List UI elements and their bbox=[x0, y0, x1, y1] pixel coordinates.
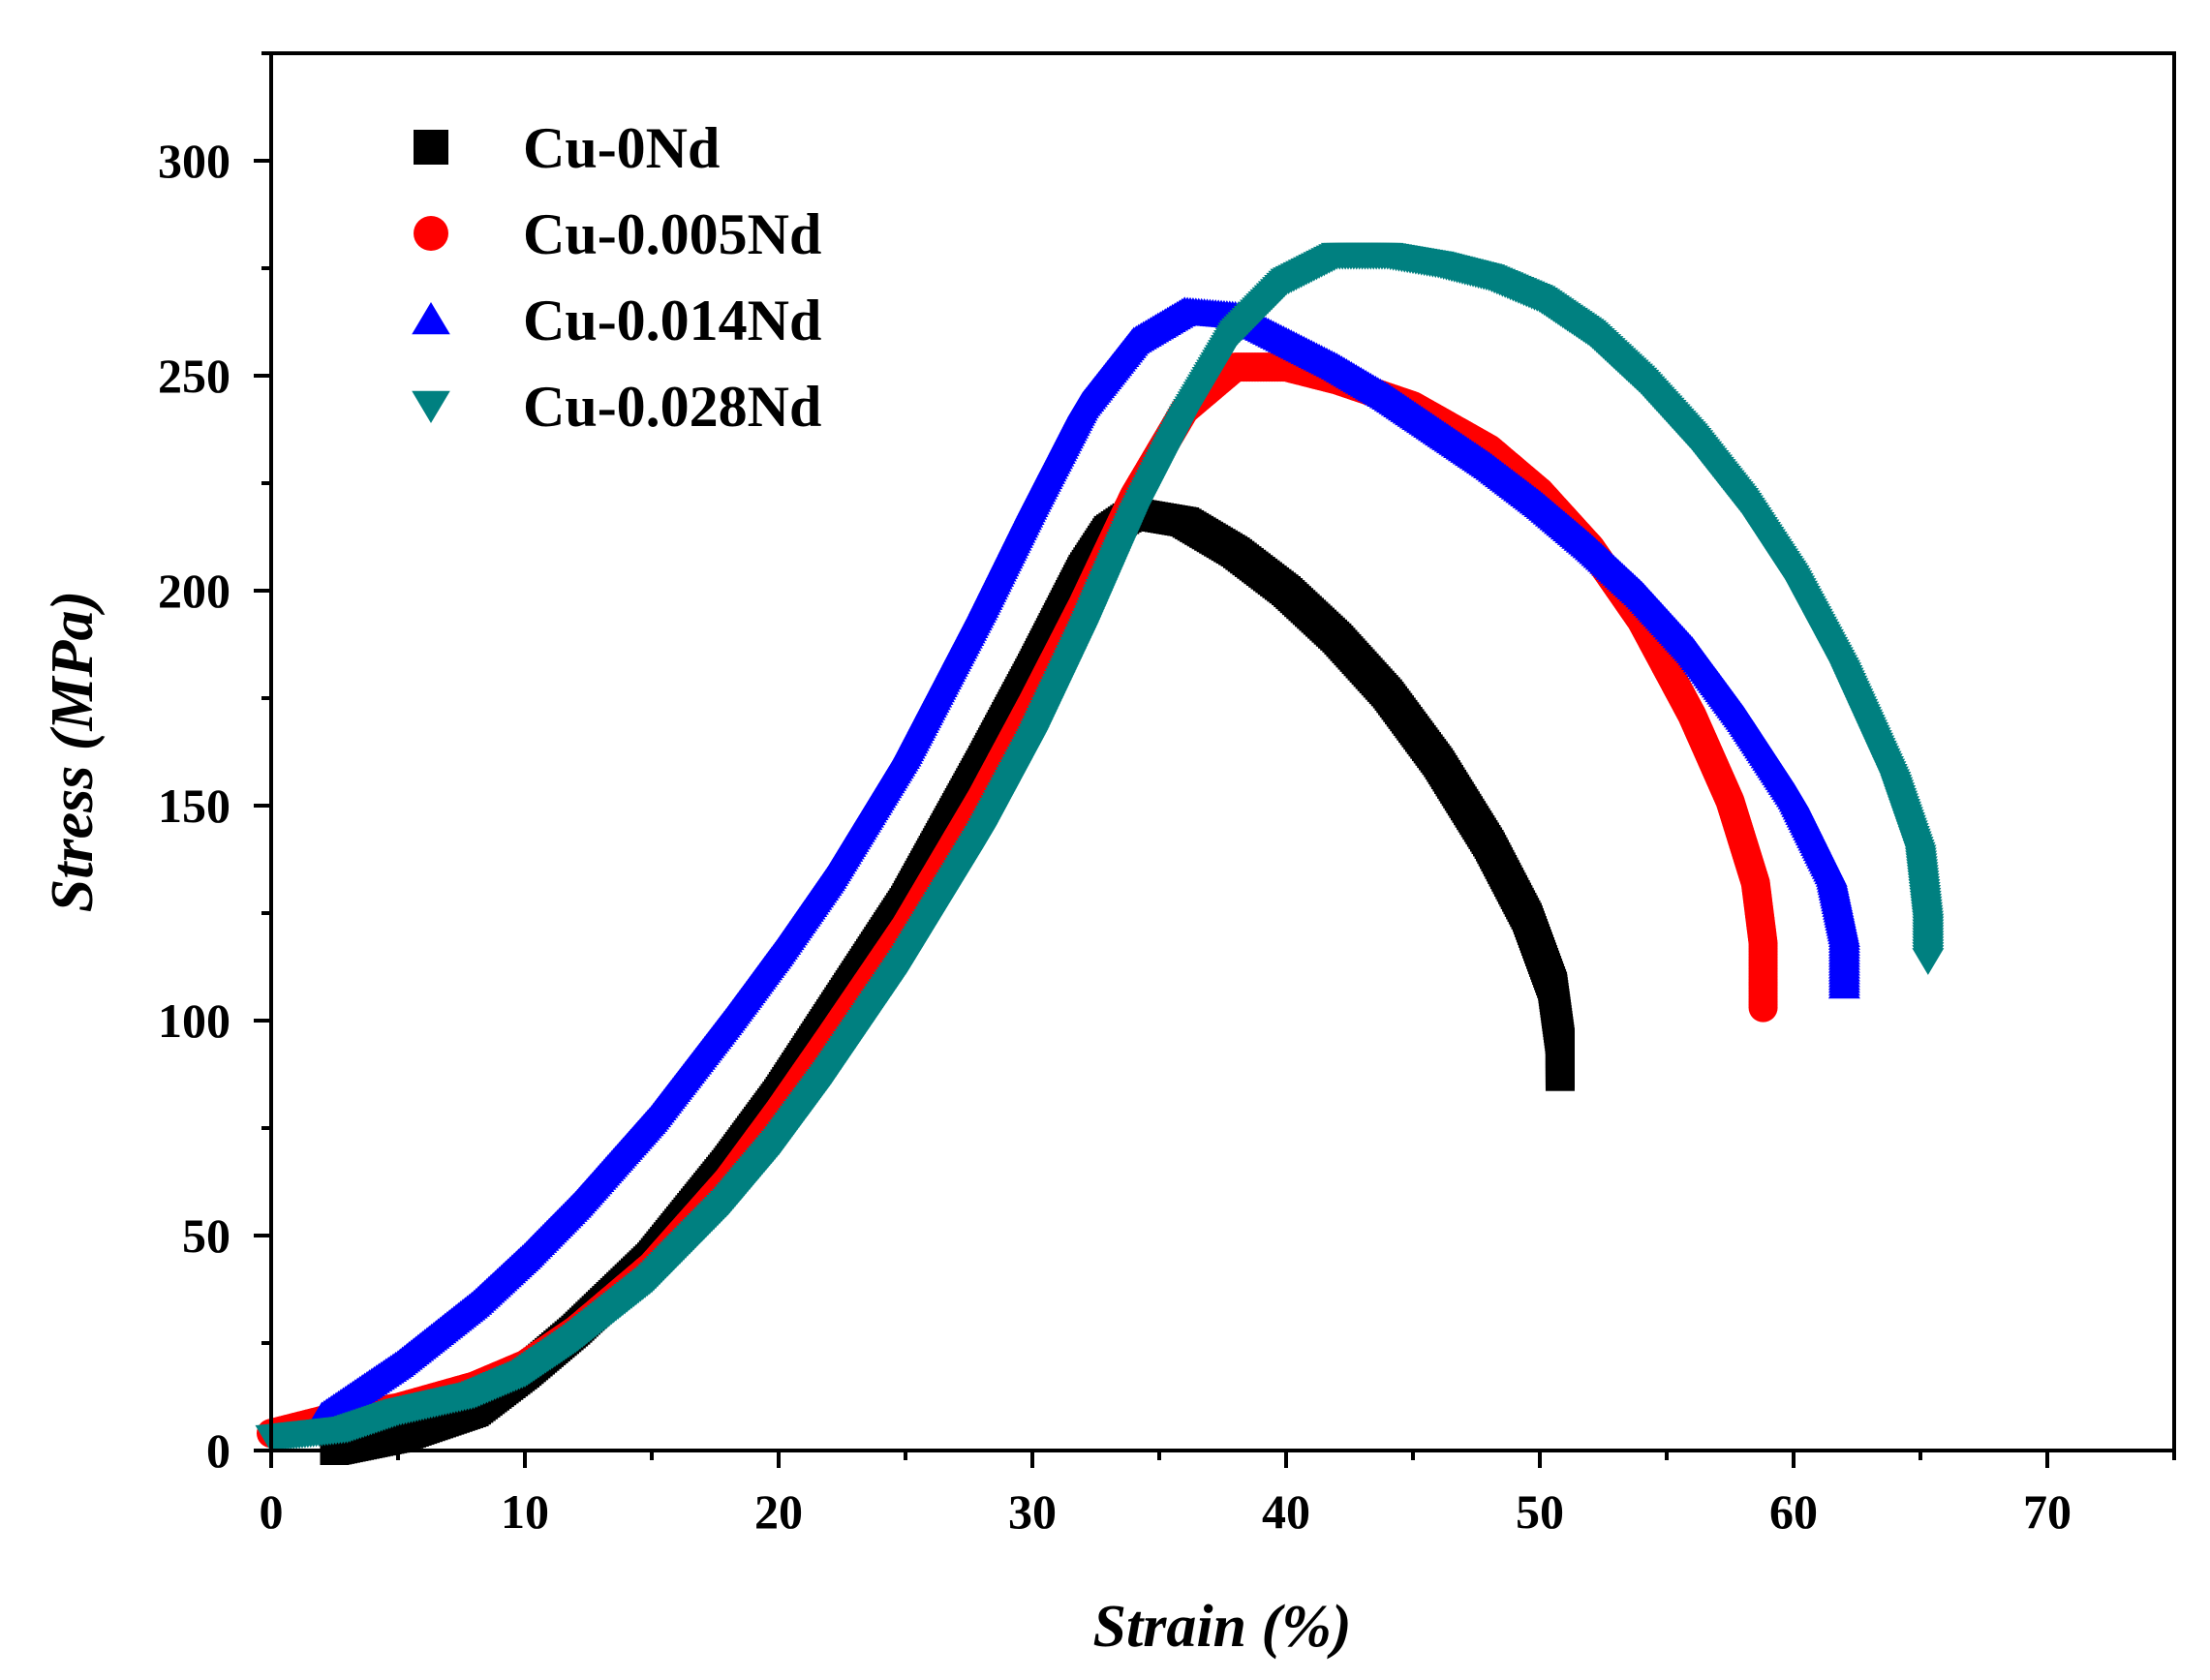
legend: Cu-0Nd Cu-0.005Nd Cu-0.014Nd Cu-0.028Nd bbox=[412, 116, 821, 439]
y-axis-title: Stress (MPa) bbox=[40, 591, 106, 912]
x-tick-label: 50 bbox=[1516, 1484, 1564, 1539]
data-point bbox=[1545, 1061, 1575, 1091]
legend-entry: Cu-0.005Nd bbox=[414, 202, 821, 266]
y-tick-label: 200 bbox=[158, 564, 230, 618]
x-tick-label: 10 bbox=[501, 1484, 549, 1539]
legend-entry: Cu-0Nd bbox=[414, 116, 720, 180]
data-markers bbox=[255, 242, 1945, 1465]
legend-marker bbox=[412, 302, 450, 335]
series-Cu-0.028Nd bbox=[255, 242, 1945, 1452]
y-tick-label: 100 bbox=[158, 993, 230, 1048]
x-tick-label: 0 bbox=[260, 1484, 284, 1539]
data-point bbox=[1912, 948, 1945, 975]
data-point bbox=[1827, 971, 1860, 999]
y-tick-label: 250 bbox=[158, 349, 230, 403]
series-Cu-0.014Nd bbox=[305, 296, 1860, 1429]
legend-marker bbox=[412, 390, 450, 423]
y-tick-label: 150 bbox=[158, 779, 230, 833]
legend-label: Cu-0.014Nd bbox=[523, 289, 821, 352]
legend-entry: Cu-0.028Nd bbox=[412, 375, 821, 439]
plot-frame bbox=[269, 51, 2176, 1452]
legend-entry: Cu-0.014Nd bbox=[412, 289, 821, 352]
x-axis-title: Strain (%) bbox=[1093, 1594, 1352, 1660]
x-tick-label: 20 bbox=[754, 1484, 803, 1539]
x-tick-label: 70 bbox=[2023, 1484, 2072, 1539]
legend-label: Cu-0Nd bbox=[523, 116, 720, 180]
axes: 0 10 20 30 40 50 60 70 0 50 100 150 200 250 300 bbox=[158, 51, 2176, 1539]
legend-marker bbox=[414, 130, 448, 165]
y-tick-label: 0 bbox=[206, 1423, 230, 1478]
series-Cu-0Nd bbox=[320, 499, 1575, 1465]
y-tick-label: 50 bbox=[182, 1208, 230, 1263]
legend-label: Cu-0.028Nd bbox=[523, 375, 821, 439]
data-point bbox=[1748, 993, 1778, 1023]
x-tick-label: 30 bbox=[1008, 1484, 1057, 1539]
x-tick-label: 40 bbox=[1262, 1484, 1310, 1539]
legend-label: Cu-0.005Nd bbox=[523, 202, 821, 266]
y-tick-label: 300 bbox=[158, 134, 230, 188]
legend-marker bbox=[414, 216, 448, 251]
x-tick-label: 60 bbox=[1769, 1484, 1818, 1539]
